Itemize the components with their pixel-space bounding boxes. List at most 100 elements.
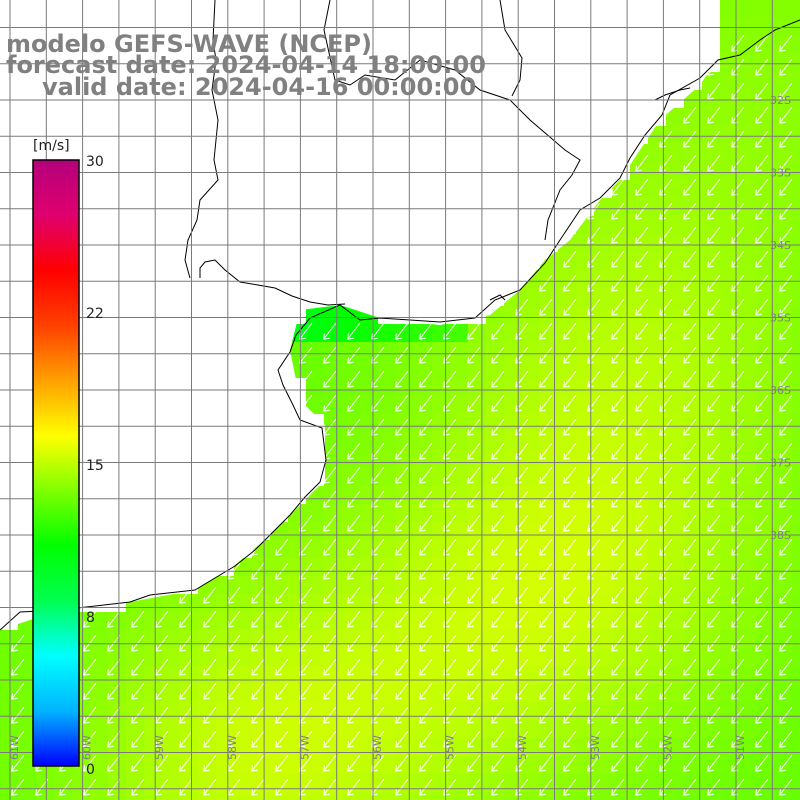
wind-cell [126,720,144,738]
wind-arrow [755,634,769,652]
wind-arrow [659,610,673,628]
wind-arrow [347,394,361,412]
wind-arrow [707,370,721,388]
wind-cell [684,792,702,800]
wind-cell [540,720,558,738]
wind-cell [72,774,90,792]
wind-arrow [731,538,745,556]
wind-cell [522,702,540,720]
wind-cell [108,612,126,630]
wind-arrow [707,298,721,316]
wind-cell [90,738,108,756]
wind-cell [756,378,774,396]
wind-cell [774,288,792,306]
wind-arrow [779,106,793,124]
wind-cell [666,198,684,216]
wind-cell [612,324,630,342]
wind-arrow [491,466,505,484]
wind-cell [324,306,342,324]
wind-arrow [683,394,697,412]
lat-label: 38S [770,529,791,542]
wind-arrow [755,226,769,244]
wind-arrow [563,586,577,604]
wind-arrow [707,250,721,268]
wind-cell [504,702,522,720]
wind-cell [558,702,576,720]
wind-cell [324,468,342,486]
wind-arrow [395,466,409,484]
wind-cell [792,522,800,540]
wind-cell [90,774,108,792]
wind-cell [576,504,594,522]
wind-arrow [755,778,769,796]
wind-arrow [251,778,265,796]
wind-cell [450,378,468,396]
wind-cell [702,144,720,162]
wind-cell [738,54,756,72]
wind-cell [774,54,792,72]
wind-cell [594,666,612,684]
wind-arrow [659,754,673,772]
wind-cell [378,756,396,774]
wind-arrow [11,658,25,676]
wind-cell [702,648,720,666]
wind-cell [756,612,774,630]
wind-arrow [491,442,505,460]
wind-arrow [707,658,721,676]
wind-cell [666,666,684,684]
wind-arrow [539,754,553,772]
wind-cell [702,288,720,306]
wind-arrow [779,130,793,148]
wind-cell [234,774,252,792]
wind-arrow [635,466,649,484]
wind-arrow [563,514,577,532]
wind-cell [684,648,702,666]
wind-arrow [683,706,697,724]
wind-arrow [707,682,721,700]
wind-arrow [563,658,577,676]
wind-arrow [419,658,433,676]
wind-cell [162,702,180,720]
wind-arrow [107,658,121,676]
wind-cell [288,576,306,594]
wind-cell [738,540,756,558]
wind-arrow [11,682,25,700]
wind-cell [648,702,666,720]
wind-cell [288,648,306,666]
wind-cell [558,342,576,360]
wind-cell [558,648,576,666]
wind-cell [558,774,576,792]
wind-cell [18,756,36,774]
wind-cell [594,396,612,414]
wind-cell [486,486,504,504]
wind-cell [720,774,738,792]
wind-cell [666,306,684,324]
wind-cell [720,342,738,360]
wind-cell [792,270,800,288]
wind-cell [684,378,702,396]
wind-cell [234,738,252,756]
wind-arrow [707,106,721,124]
wind-cell [792,684,800,702]
wind-cell [630,216,648,234]
wind-cell [594,270,612,288]
wind-cell [720,396,738,414]
wind-arrow [107,754,121,772]
wind-cell [0,738,18,756]
wind-cell [144,774,162,792]
wind-arrow [731,706,745,724]
wind-cell [792,576,800,594]
wind-cell [612,504,630,522]
wind-cell [522,792,540,800]
wind-cell [594,198,612,216]
wind-arrow [131,706,145,724]
wind-cell [684,216,702,234]
wind-arrow [563,418,577,436]
wind-cell [774,270,792,288]
wind-arrow [731,346,745,364]
wind-arrow [491,706,505,724]
wind-cell [360,792,378,800]
wind-cell [792,360,800,378]
wind-arrow [611,370,625,388]
wind-arrow [323,706,337,724]
